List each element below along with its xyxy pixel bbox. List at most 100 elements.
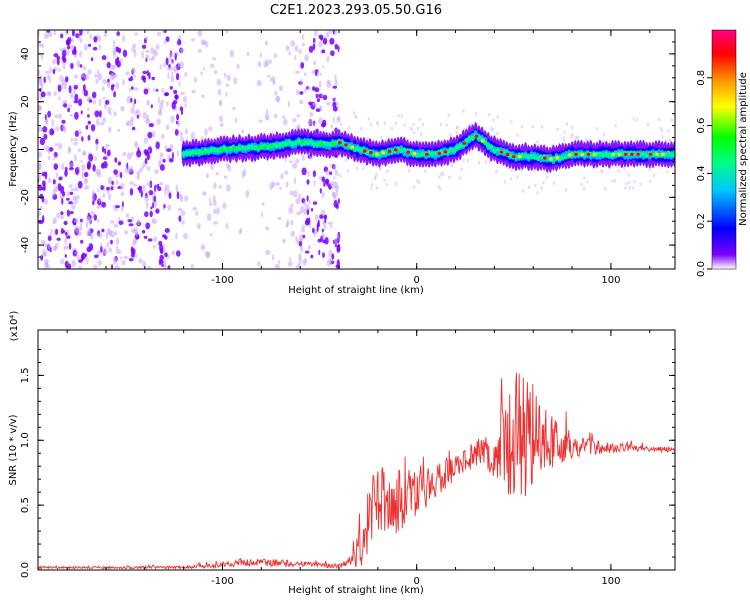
noise-speck xyxy=(55,228,59,235)
noise-speck xyxy=(322,37,328,45)
noise-speck xyxy=(168,66,174,71)
noise-speck xyxy=(126,95,132,104)
ridge-cell xyxy=(470,135,475,141)
noise-speck xyxy=(173,89,178,95)
noise-speck xyxy=(191,89,196,94)
noise-speck xyxy=(307,171,311,177)
noise-speck xyxy=(38,69,41,76)
ridge-peak xyxy=(381,151,386,155)
ridge-peak xyxy=(257,145,261,149)
noise-speck xyxy=(128,223,134,227)
noise-speck xyxy=(57,84,62,92)
noise-speck xyxy=(69,162,74,169)
noise-speck xyxy=(128,258,134,262)
halo-speck xyxy=(556,127,559,132)
noise-speck xyxy=(331,183,335,189)
noise-speck xyxy=(184,72,187,78)
halo-speck xyxy=(329,163,333,168)
noise-speck xyxy=(107,176,112,185)
noise-speck xyxy=(74,74,78,79)
noise-speck xyxy=(170,60,175,64)
noise-speck xyxy=(73,198,78,205)
noise-speck xyxy=(206,213,212,221)
noise-speck xyxy=(123,255,129,260)
noise-speck xyxy=(210,232,213,237)
noise-speck xyxy=(144,36,149,40)
noise-speck xyxy=(95,118,100,126)
ridge-peak xyxy=(269,144,274,148)
noise-speck xyxy=(46,91,52,97)
noise-speck xyxy=(318,106,322,110)
noise-speck xyxy=(177,120,181,127)
halo-speck xyxy=(448,175,451,180)
noise-speck xyxy=(129,181,135,185)
noise-speck xyxy=(298,252,302,260)
noise-speck xyxy=(42,252,48,256)
noise-speck xyxy=(55,172,59,179)
halo-speck xyxy=(527,185,531,189)
noise-speck xyxy=(285,221,289,228)
halo-speck xyxy=(403,123,406,127)
noise-speck xyxy=(171,101,176,110)
noise-speck xyxy=(332,101,337,108)
noise-speck xyxy=(68,242,72,250)
noise-speck xyxy=(232,106,236,111)
noise-speck xyxy=(146,265,152,269)
noise-speck xyxy=(107,106,112,114)
noise-speck xyxy=(113,223,119,228)
noise-speck xyxy=(312,122,316,127)
noise-speck xyxy=(151,76,155,81)
noise-speck xyxy=(107,81,110,87)
noise-speck xyxy=(41,83,44,90)
noise-speck xyxy=(303,200,306,206)
halo-speck xyxy=(354,114,357,119)
halo-speck xyxy=(503,180,506,184)
noise-speck xyxy=(171,250,175,256)
noise-speck xyxy=(62,230,66,233)
noise-speck xyxy=(114,157,118,163)
noise-speck xyxy=(164,188,167,196)
noise-speck xyxy=(311,70,315,75)
noise-speck xyxy=(180,61,185,69)
noise-speck xyxy=(60,228,64,235)
halo-speck xyxy=(491,127,495,132)
halo-speck xyxy=(355,166,359,171)
noise-speck xyxy=(156,183,160,189)
halo-speck xyxy=(635,118,638,122)
noise-speck xyxy=(168,192,172,199)
noise-speck xyxy=(44,70,50,74)
noise-speck xyxy=(326,55,330,63)
noise-speck xyxy=(113,91,116,98)
halo-speck xyxy=(510,119,513,124)
noise-speck xyxy=(223,72,227,78)
noise-speck xyxy=(300,227,306,233)
noise-speck xyxy=(75,194,80,200)
noise-speck xyxy=(38,219,44,225)
noise-speck xyxy=(234,117,238,123)
ridge-cell xyxy=(433,150,438,156)
y-tick-label: 0.5 xyxy=(20,497,31,513)
ridge-peak xyxy=(611,152,615,156)
noise-speck xyxy=(164,228,170,233)
noise-speck xyxy=(79,38,83,43)
halo-speck xyxy=(613,178,617,183)
noise-speck xyxy=(82,65,87,71)
noise-speck xyxy=(159,152,164,157)
noise-speck xyxy=(164,252,168,258)
noise-speck xyxy=(95,143,99,151)
x-tick-label: 0 xyxy=(414,275,420,286)
noise-speck xyxy=(279,186,282,191)
noise-speck xyxy=(87,134,91,141)
noise-speck xyxy=(296,239,299,246)
noise-speck xyxy=(74,130,79,137)
colorbar-tick-label: 0.4 xyxy=(696,165,707,181)
y-tick-label: -40 xyxy=(20,237,31,253)
noise-speck xyxy=(321,176,326,183)
halo-speck xyxy=(516,175,519,179)
halo-speck xyxy=(659,126,662,131)
noise-speck xyxy=(108,193,112,201)
noise-speck xyxy=(197,30,203,37)
halo-speck xyxy=(367,117,371,121)
noise-speck xyxy=(150,206,153,210)
